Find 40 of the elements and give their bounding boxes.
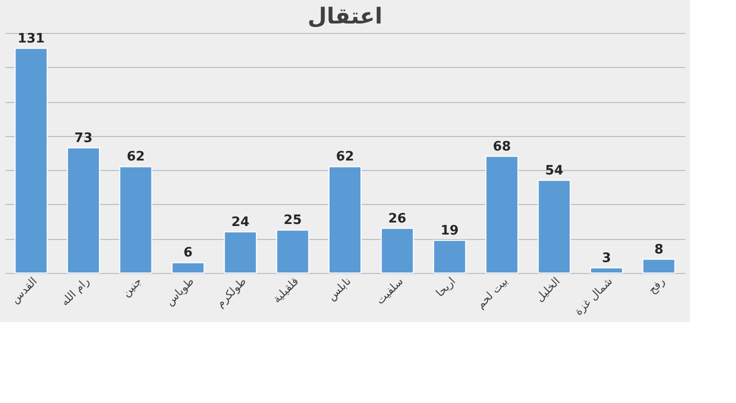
x-tick-label: اريحا <box>433 274 458 300</box>
bar <box>224 231 257 274</box>
x-tick-label: قلقيلية <box>270 274 302 306</box>
bar <box>380 228 414 274</box>
data-label: 6 <box>184 246 193 261</box>
x-tick-label: القدس <box>8 274 40 306</box>
data-label: 131 <box>18 31 45 46</box>
x-tick-label: رفح <box>646 274 668 296</box>
bar <box>119 166 152 274</box>
bar <box>590 267 624 274</box>
data-label: 54 <box>545 163 564 178</box>
bar <box>642 258 676 274</box>
data-label: 3 <box>602 250 612 266</box>
x-tick-label: طولكرم <box>214 274 250 310</box>
x-tick-label: جنين <box>120 274 144 300</box>
x-tick-label: نابلس <box>325 274 354 304</box>
x-tick-label: سلفيت <box>374 274 406 307</box>
bar <box>433 240 466 274</box>
x-tick-label: رام الله <box>58 274 92 308</box>
bar <box>276 230 310 274</box>
data-label: 24 <box>231 214 250 230</box>
bar <box>14 48 48 274</box>
data-label: 62 <box>126 150 145 165</box>
x-tick-label: شمال غزة <box>572 274 616 318</box>
bar <box>328 166 362 274</box>
x-tick-label: طوباس <box>163 274 197 308</box>
chart-title: اعتقال <box>308 4 382 30</box>
bar <box>66 147 100 274</box>
data-label: 73 <box>74 130 93 146</box>
data-label: 19 <box>440 223 459 238</box>
bar <box>538 180 571 274</box>
data-label: 62 <box>336 150 354 165</box>
bar <box>172 262 205 274</box>
bar <box>485 156 518 274</box>
x-tick-label: بيت لحم <box>474 274 510 312</box>
data-label: 68 <box>492 139 511 154</box>
data-label: 8 <box>654 242 664 258</box>
data-label: 25 <box>284 213 302 228</box>
x-tick-label: الخليل <box>533 274 563 304</box>
data-label: 26 <box>388 211 406 226</box>
